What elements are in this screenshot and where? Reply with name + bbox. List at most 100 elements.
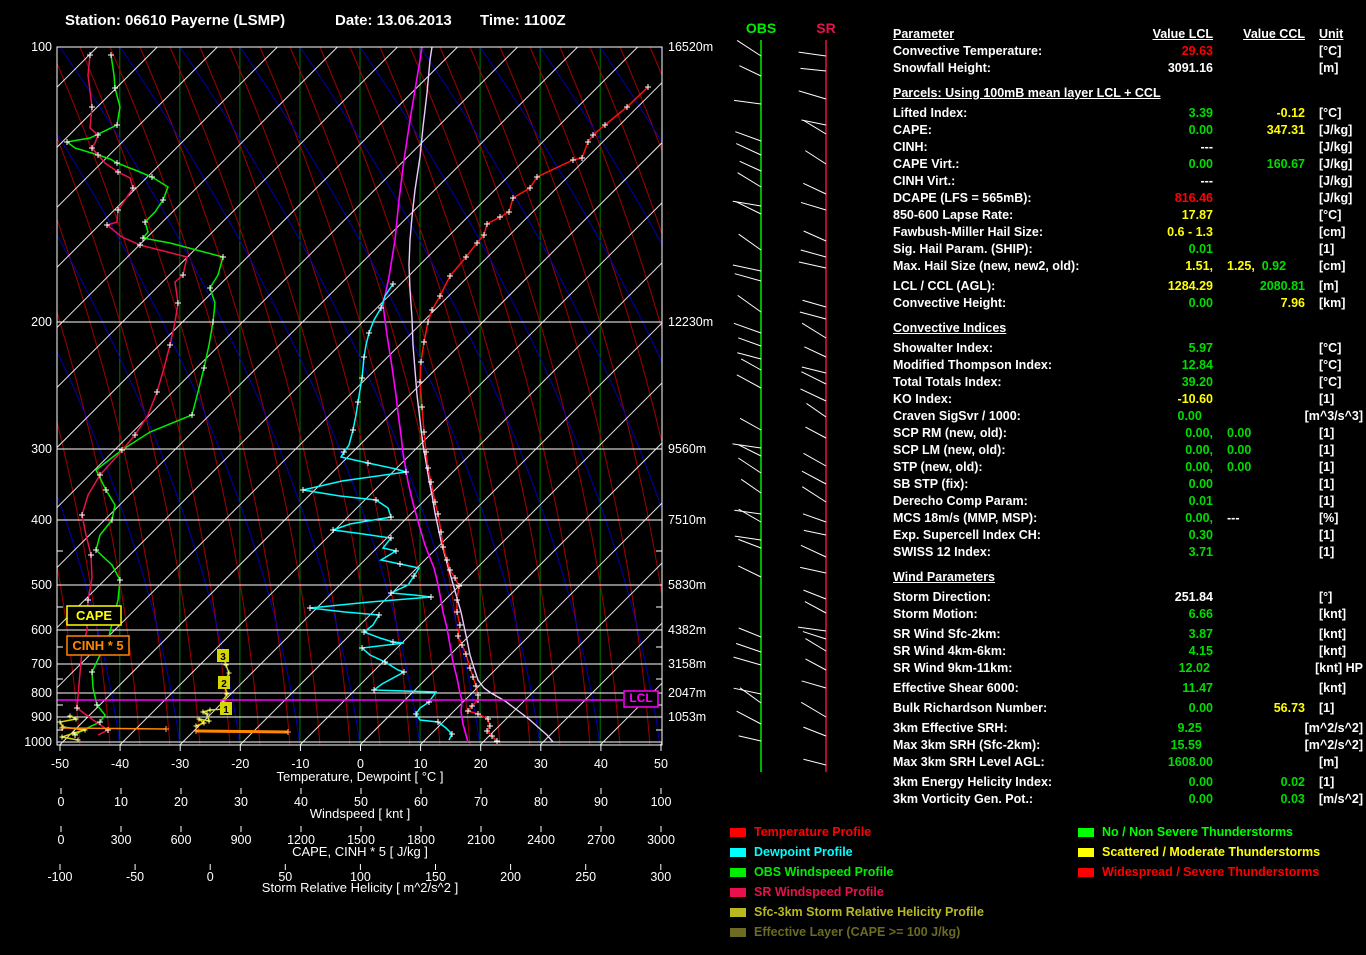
table-row: Convective Height: 0.00 7.96 [km] [893, 295, 1363, 312]
svg-text:1500: 1500 [347, 833, 375, 847]
param-value [1213, 643, 1305, 660]
param-value: 4.15 [1188, 644, 1213, 658]
table-row: SR Wind 4km-6km: 4.15 [knt] [893, 643, 1363, 660]
section-header: Parcels: Using 100mB mean layer LCL + CC… [893, 86, 1161, 100]
legend-label: Sfc-3km Storm Relative Helicity Profile [754, 905, 984, 919]
legend-swatch-icon [1078, 847, 1094, 857]
param-unit: [°C] [1319, 375, 1342, 389]
param-label: Snowfall Height: [893, 61, 991, 75]
table-row: 3km Vorticity Gen. Pot.: 0.00 0.03 [m/s^2] [893, 791, 1363, 808]
svg-text:4382m: 4382m [668, 623, 706, 637]
svg-text:0: 0 [58, 795, 65, 809]
param-unit: [knt] [1319, 681, 1347, 695]
svg-text:2400: 2400 [527, 833, 555, 847]
table-row: Fawbush-Miller Hail Size: 0.6 - 1.3 [cm] [893, 224, 1363, 241]
table-row: 850-600 Lapse Rate: 17.87 [°C] [893, 207, 1363, 224]
svg-text:9560m: 9560m [668, 442, 706, 456]
svg-text:-50: -50 [51, 757, 69, 771]
legend-item: Widespread / Severe Thunderstorms [1078, 862, 1320, 882]
plot-border [56, 46, 663, 746]
table-row: Bulk Richardson Number: 0.00 56.73 [1] [893, 700, 1363, 717]
svg-text:30: 30 [234, 795, 248, 809]
param-unit: [°] [1319, 590, 1333, 604]
param-value: 0.00 [1188, 157, 1213, 171]
table-row: SB STP (fix): 0.00 [1] [893, 476, 1363, 493]
svg-text:600: 600 [171, 833, 192, 847]
param-value: 3.71 [1188, 545, 1213, 559]
legend-item: Temperature Profile [730, 822, 984, 842]
param-value [1213, 207, 1305, 224]
legend-swatch-icon [730, 907, 746, 917]
param-unit: [J/kg] [1319, 123, 1353, 137]
srh-km-marker [217, 649, 229, 662]
param-value: 3.39 [1188, 106, 1213, 120]
legend-swatch-icon [730, 847, 746, 857]
table-row: Total Totals Index: 39.20 [°C] [893, 374, 1363, 391]
param-unit: [1] [1319, 460, 1335, 474]
param-value [1213, 60, 1305, 77]
legend-label: No / Non Severe Thunderstorms [1102, 825, 1294, 839]
svg-text:1: 1 [223, 705, 229, 716]
svg-text:1200: 1200 [287, 833, 315, 847]
table-row: Snowfall Height: 3091.16 [m] [893, 60, 1363, 77]
param-value: -0.12 [1276, 106, 1306, 120]
obs-wind-staff-label: OBS [746, 20, 776, 36]
legend-label: Dewpoint Profile [754, 845, 853, 859]
svg-text:3: 3 [220, 652, 226, 663]
table-header-row: Parameter Value LCL Value CCL Unit [893, 26, 1363, 43]
legend-item: Sfc-3km Storm Relative Helicity Profile [730, 902, 984, 922]
param-value [1213, 139, 1305, 156]
legend-swatch-icon [730, 887, 746, 897]
table-row: SR Wind Sfc-2km: 3.87 [knt] [893, 626, 1363, 643]
table-row: Convective Temperature: 29.63 [°C] [893, 43, 1363, 60]
svg-text:300: 300 [31, 442, 52, 456]
param-value: 0.01 [1188, 242, 1213, 256]
param-unit: [1] [1319, 392, 1335, 406]
param-value: 0.6 - 1.3 [1167, 225, 1213, 239]
svg-text:1800: 1800 [407, 833, 435, 847]
svg-text:100: 100 [31, 40, 52, 54]
param-value [1213, 173, 1305, 190]
param-label: LCL / CCL (AGL): [893, 279, 996, 293]
param-value: 0.00 [1188, 792, 1213, 806]
svg-text:100: 100 [651, 795, 672, 809]
param-label: SR Wind 9km-11km: [893, 661, 1013, 675]
param-label: SB STP (fix): [893, 477, 969, 491]
svg-text:20: 20 [474, 757, 488, 771]
cape-label-box-label: CAPE [76, 608, 112, 623]
svg-text:-100: -100 [47, 870, 72, 884]
table-row: Max 3km SRH Level AGL: 1608.00 [m] [893, 754, 1363, 771]
legend-label: Widespread / Severe Thunderstorms [1102, 865, 1320, 879]
param-label: Derecho Comp Param: [893, 494, 1028, 508]
svg-text:900: 900 [231, 833, 252, 847]
param-value [1213, 544, 1305, 561]
svg-text:30: 30 [534, 757, 548, 771]
param-unit: [1] [1319, 426, 1335, 440]
param-value: 160.67 [1266, 157, 1305, 171]
svg-text:0: 0 [207, 870, 214, 884]
table-row: Exp. Supercell Index CH: 0.30 [1] [893, 527, 1363, 544]
svg-text:200: 200 [31, 315, 52, 329]
param-unit: [km] [1319, 296, 1346, 310]
param-label: Storm Motion: [893, 607, 978, 621]
param-label: MCS 18m/s (MMP, MSP): [893, 511, 1038, 525]
table-row: CINH Virt.: --- [J/kg] [893, 173, 1363, 190]
legend-label: SR Windspeed Profile [754, 885, 884, 899]
param-unit: [knt] [1319, 607, 1347, 621]
param-value: 2080.81 [1259, 279, 1305, 293]
svg-text:20: 20 [174, 795, 188, 809]
svg-text:2100: 2100 [467, 833, 495, 847]
param-label: Lifted Index: [893, 106, 968, 120]
axis-title-temperature: Temperature, Dewpoint [ °C ] [276, 769, 443, 784]
table-row: CAPE: 0.00 347.31 [J/kg] [893, 122, 1363, 139]
svg-text:50: 50 [278, 870, 292, 884]
param-unit: [1] [1319, 494, 1335, 508]
param-label: SR Wind 4km-6km: [893, 644, 1007, 658]
svg-text:-40: -40 [111, 757, 129, 771]
obs-windspeed-profile [65, 54, 224, 736]
svg-text:100: 100 [350, 870, 371, 884]
svg-text:0: 0 [58, 833, 65, 847]
param-label: STP (new, old): [893, 460, 983, 474]
svg-text:5830m: 5830m [668, 578, 706, 592]
